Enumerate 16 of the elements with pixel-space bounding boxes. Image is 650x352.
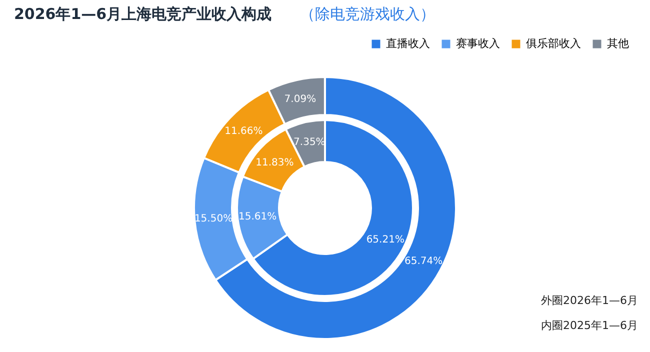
data-label: 7.09%	[284, 94, 316, 105]
legend-label: 俱乐部收入	[526, 37, 581, 50]
legend-label: 其他	[607, 37, 629, 50]
data-label: 65.74%	[404, 256, 443, 268]
data-label: 15.50%	[194, 214, 233, 225]
chart-title: 2026年1—6月上海电竞产业收入构成	[14, 5, 272, 23]
legend-label: 直播收入	[386, 37, 430, 50]
text: 外圈2026年1—6月	[541, 294, 638, 307]
data-label: 11.83%	[256, 157, 294, 168]
chart-subtitle: （除电竞游戏收入）	[300, 5, 435, 23]
legend-label: 赛事收入	[456, 37, 500, 50]
data-label: 15.61%	[238, 211, 277, 222]
data-label: 11.66%	[224, 126, 263, 137]
data-label: 65.21%	[366, 234, 404, 246]
data-label: 7.35%	[294, 136, 326, 148]
text: 内圈2025年1—6月	[541, 319, 638, 332]
